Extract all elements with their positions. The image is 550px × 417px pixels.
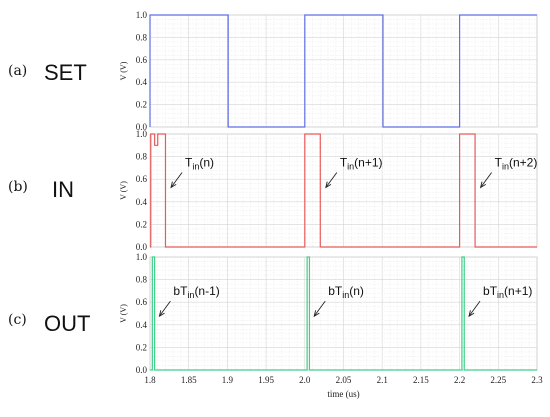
y-tick-label: 0.2 xyxy=(136,219,147,229)
y-tick-label: 1.0 xyxy=(136,129,148,139)
x-tick-label: 1.9 xyxy=(222,375,234,385)
x-tick-label: 2.05 xyxy=(336,375,352,385)
waveform-out xyxy=(150,256,537,371)
annotation-arrow-line xyxy=(468,300,481,317)
annotation-label: bTin(n+1) xyxy=(483,284,532,300)
panel-name: IN xyxy=(52,177,74,202)
arrowhead-icon xyxy=(158,310,165,318)
annotation-arrow-line xyxy=(170,172,183,188)
x-tick-label: 1.8 xyxy=(144,375,156,385)
waveform-in xyxy=(150,133,537,248)
x-tick-label: 2.0 xyxy=(299,375,311,385)
arrowhead-icon xyxy=(479,181,487,189)
y-tick-label: 0.8 xyxy=(136,32,148,42)
annotation-label: Tin(n+2) xyxy=(495,156,538,172)
y-tick-label: 1.0 xyxy=(136,10,148,20)
annotation: bTin(n+1) xyxy=(468,284,532,318)
y-tick-label: 0.0 xyxy=(136,122,148,132)
y-tick-label: 0.0 xyxy=(136,242,148,252)
panel-name: SET xyxy=(44,60,87,85)
y-tick-label: 0.2 xyxy=(136,342,147,352)
y-tick-label: 0.6 xyxy=(136,174,148,184)
y-tick-label: 0.6 xyxy=(136,297,148,307)
y-tick-label: 0.8 xyxy=(136,275,148,285)
gridlines xyxy=(149,256,538,371)
x-axis-label: time (us) xyxy=(327,389,359,399)
annotation-label: Tin(n+1) xyxy=(340,156,383,172)
y-axis-label: V (V) xyxy=(119,61,128,80)
waveform-set xyxy=(149,14,537,128)
annotation-label: bTin(n-1) xyxy=(173,284,219,300)
y-tick-label: 0.8 xyxy=(136,152,148,162)
y-tick-label: 0.2 xyxy=(136,100,147,110)
annotation: bTin(n) xyxy=(313,284,364,318)
annotation: Tin(n) xyxy=(170,156,214,189)
y-axis-label: V (V) xyxy=(119,181,128,200)
y-tick-label: 1.0 xyxy=(136,252,148,262)
annotation: Tin(n+1) xyxy=(325,156,383,189)
annotation-arrow-line xyxy=(325,172,338,188)
panel-letter: (c) xyxy=(8,312,27,328)
panel-out: 0.0 0.2 0.4 0.6 0.8 1.0 V (V) 1.8 1.85 1.9 1.95 2.0… xyxy=(119,252,543,399)
panel-in: 0.0 0.2 0.4 0.6 0.8 1.0 V (V) xyxy=(119,129,538,252)
annotation-arrow-line xyxy=(159,300,171,317)
panel-letter: (a) xyxy=(8,63,27,79)
arrowhead-icon xyxy=(468,310,475,318)
x-tick-label: 2.3 xyxy=(531,375,543,385)
x-tick-label: 1.95 xyxy=(258,375,274,385)
y-tick-label: 0.4 xyxy=(136,77,148,87)
annotation-arrow-line xyxy=(313,300,326,317)
annotation: Tin(n+2) xyxy=(479,156,538,189)
arrowhead-icon xyxy=(170,181,177,189)
y-axis-label: V (V) xyxy=(119,304,128,323)
x-tick-label: 2.1 xyxy=(377,375,388,385)
y-tick-label: 0.4 xyxy=(136,197,148,207)
annotation-label: bTin(n) xyxy=(328,284,364,300)
annotation-arrow-line xyxy=(480,172,492,188)
panel-letter: (b) xyxy=(8,179,28,195)
gridlines xyxy=(149,14,538,128)
y-tick-label: 0.6 xyxy=(136,55,148,65)
y-tick-label: 0.0 xyxy=(136,365,148,375)
x-tick-label: 2.15 xyxy=(413,375,429,385)
panel-set: 0.0 0.2 0.4 0.6 0.8 1.0 V (V) xyxy=(119,10,538,132)
annotation: bTin(n-1) xyxy=(158,284,220,318)
annotation-label: Tin(n) xyxy=(185,156,214,172)
y-tick-label: 0.4 xyxy=(136,320,148,330)
x-tick-label: 1.85 xyxy=(181,375,197,385)
arrowhead-icon xyxy=(313,310,320,318)
arrowhead-icon xyxy=(325,181,332,189)
panel-name: OUT xyxy=(44,311,90,336)
x-tick-label: 2.25 xyxy=(490,375,506,385)
x-tick-label: 2.2 xyxy=(454,375,465,385)
